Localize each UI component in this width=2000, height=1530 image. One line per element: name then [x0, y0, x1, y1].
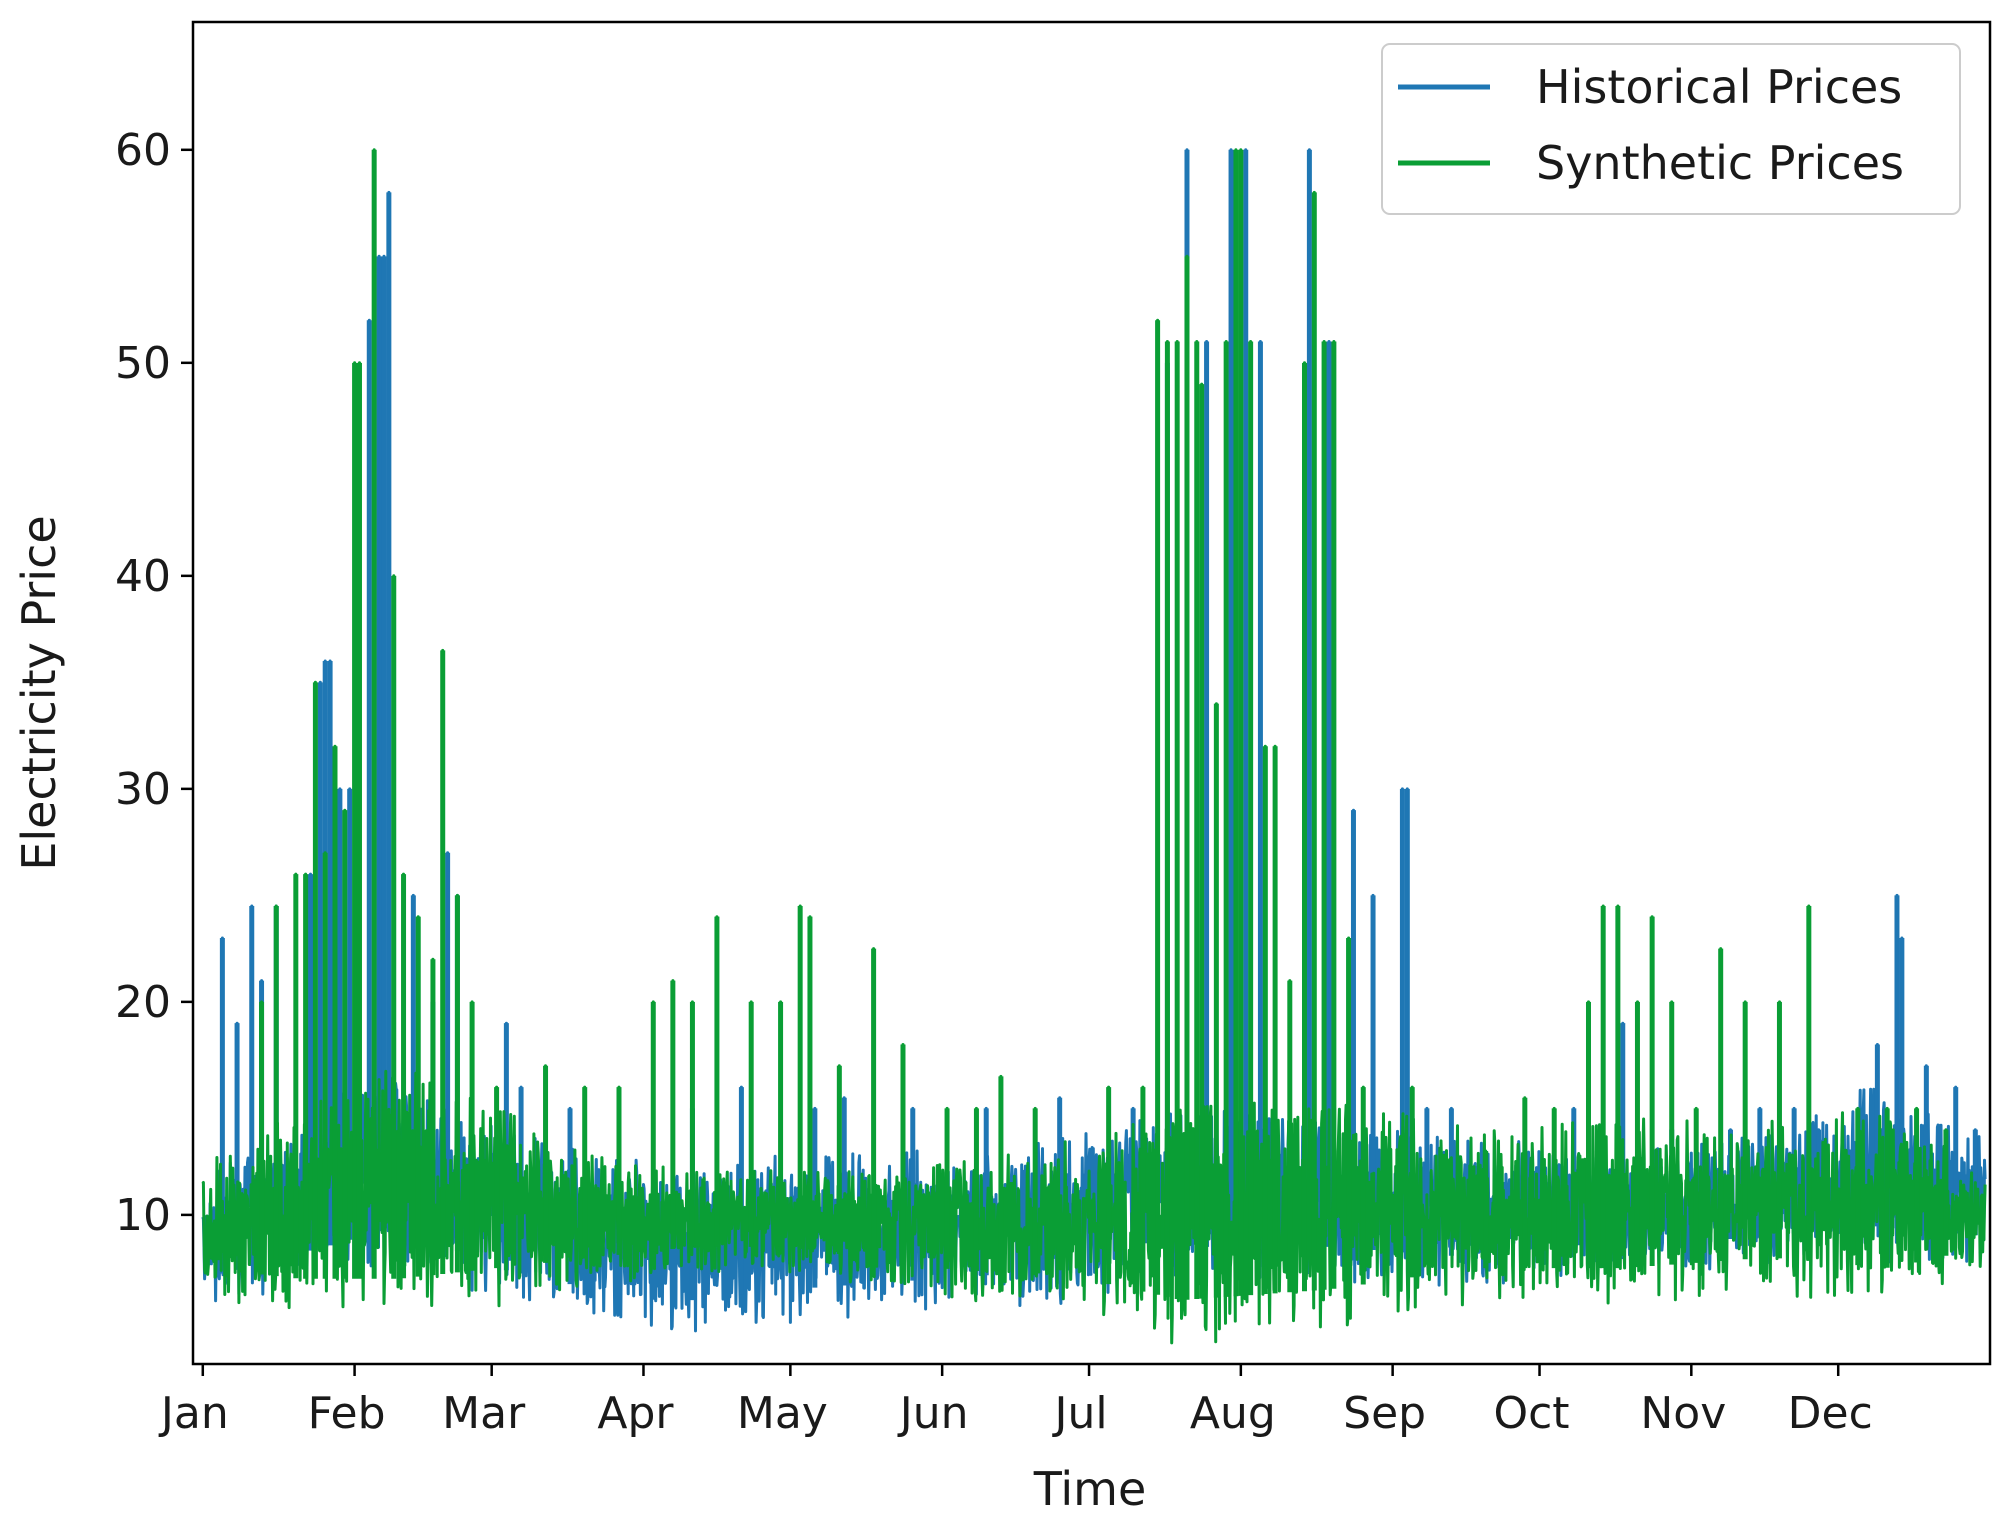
x-tick-label: Feb — [308, 1388, 386, 1439]
x-tick-label: May — [737, 1388, 828, 1439]
x-tick-label: Jan — [158, 1388, 229, 1439]
x-tick-label: Apr — [597, 1388, 674, 1439]
plot-frame — [191, 20, 1992, 1366]
y-axis: 10 20 30 40 50 60 — [115, 125, 193, 1241]
x-tick-label: Aug — [1190, 1388, 1276, 1439]
series-layer — [201, 148, 1987, 1345]
series-line-synthetic — [201, 148, 1987, 1345]
y-tick-label: 60 — [115, 125, 171, 176]
x-axis: Jan Feb Mar Apr May Jun Jul Aug Sep Oct Nov Dec — [158, 1364, 1873, 1439]
x-tick-label: Nov — [1640, 1388, 1726, 1439]
x-tick-label: Jun — [897, 1388, 969, 1439]
y-tick-label: 50 — [115, 338, 171, 389]
y-axis-title: Electricity Price — [12, 515, 66, 870]
x-tick-label: Mar — [442, 1388, 526, 1439]
x-tick-label: Jul — [1052, 1388, 1108, 1439]
legend-label-historical: Historical Prices — [1536, 60, 1902, 114]
legend-box — [1381, 43, 1961, 215]
y-tick-label: 20 — [115, 977, 171, 1028]
legend: Historical Prices Synthetic Prices — [1381, 43, 1961, 215]
y-tick-label: 30 — [115, 764, 171, 815]
x-tick-label: Oct — [1493, 1388, 1569, 1439]
x-axis-title: Time — [1033, 1462, 1147, 1516]
y-tick-label: 10 — [115, 1190, 171, 1241]
y-tick-label: 40 — [115, 551, 171, 602]
legend-label-synthetic: Synthetic Prices — [1536, 136, 1904, 190]
x-tick-label: Sep — [1343, 1388, 1426, 1439]
x-tick-label: Dec — [1788, 1388, 1873, 1439]
